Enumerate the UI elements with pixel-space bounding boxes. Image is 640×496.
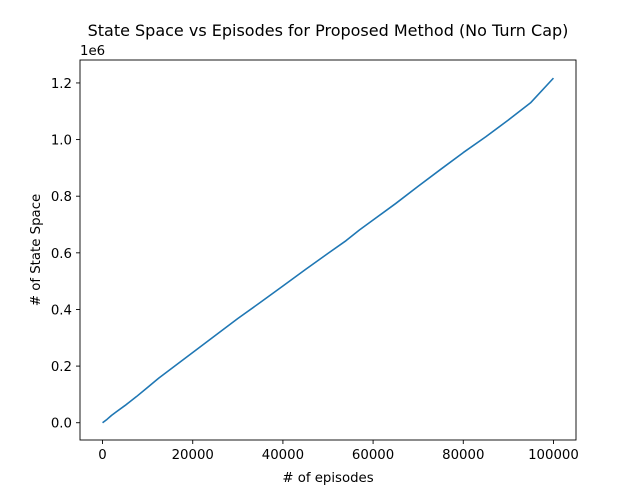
y-tick-label: 0.4	[51, 303, 72, 318]
x-tick-label: 80000	[442, 448, 484, 463]
y-offset-text: 1e6	[80, 44, 105, 59]
x-tick-label: 100000	[528, 448, 579, 463]
x-tick-label: 20000	[172, 448, 214, 463]
x-tick-label: 60000	[352, 448, 394, 463]
y-tick-label: 1.0	[51, 134, 72, 149]
y-tick-label: 0.2	[51, 360, 72, 375]
plot-area: 0 20000 40000 60000 80000 100000 0.0 0.2 0.4 0.6 0…	[51, 59, 579, 463]
series-line	[102, 77, 555, 424]
y-tick-label: 0.6	[51, 247, 72, 262]
plot-frame	[79, 59, 577, 441]
y-tick-label: 0.8	[51, 190, 72, 205]
chart-title: State Space vs Episodes for Proposed Met…	[88, 21, 569, 40]
x-tick-label: 40000	[262, 448, 304, 463]
y-tick-label: 0.0	[51, 417, 72, 432]
y-axis-label: # of State Space	[29, 194, 44, 306]
x-tick-label: 0	[98, 448, 106, 463]
y-tick-label: 1.2	[51, 77, 72, 92]
x-axis-label: # of episodes	[282, 471, 373, 486]
